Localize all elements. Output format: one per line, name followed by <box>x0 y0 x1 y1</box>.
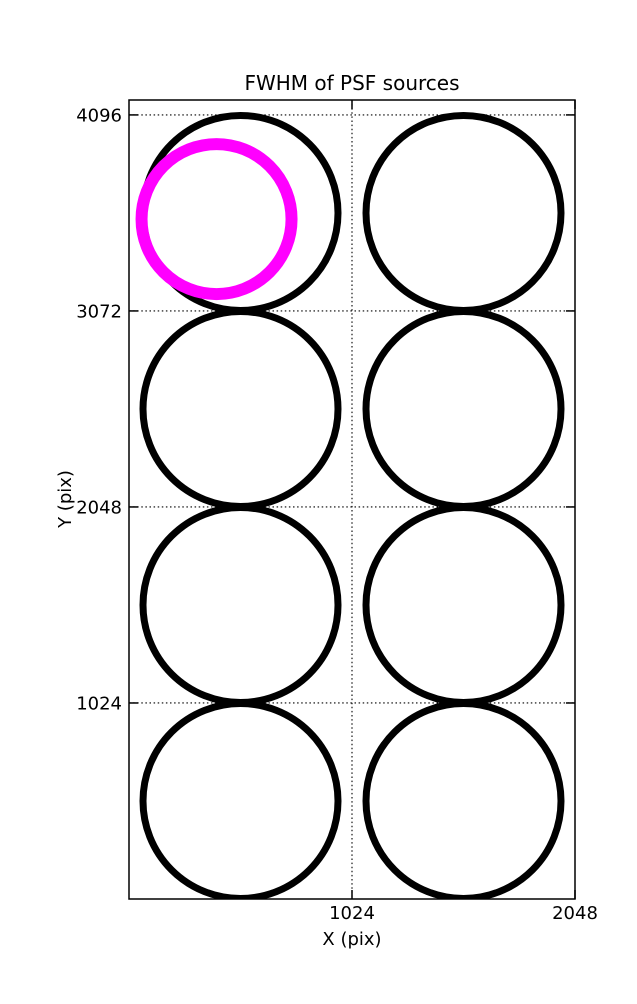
tick-labels: 1024 2048 3072 4096 1024 2048 <box>76 105 598 924</box>
data-markers <box>135 111 565 900</box>
psf-source-marker <box>362 307 565 510</box>
highlighted-psf-source-marker <box>135 138 298 301</box>
psf-source-marker <box>362 700 565 900</box>
x-tick-label: 1024 <box>329 903 375 924</box>
psf-source-marker <box>139 307 342 510</box>
psf-source-marker <box>139 700 342 900</box>
y-axis-label: Y (pix) <box>55 470 76 529</box>
x-axis-label: X (pix) <box>322 929 381 950</box>
chart-title: FWHM of PSF sources <box>244 71 459 95</box>
y-tick-label: 2048 <box>76 497 122 518</box>
tick-marks <box>129 100 576 899</box>
gridlines <box>129 100 575 899</box>
psf-source-marker <box>362 111 565 314</box>
y-tick-label: 1024 <box>76 693 122 714</box>
psf-source-marker <box>362 503 565 706</box>
psf-source-marker <box>139 503 342 706</box>
y-tick-label: 4096 <box>76 105 122 126</box>
x-tick-label: 2048 <box>552 903 598 924</box>
y-tick-label: 3072 <box>76 301 122 322</box>
